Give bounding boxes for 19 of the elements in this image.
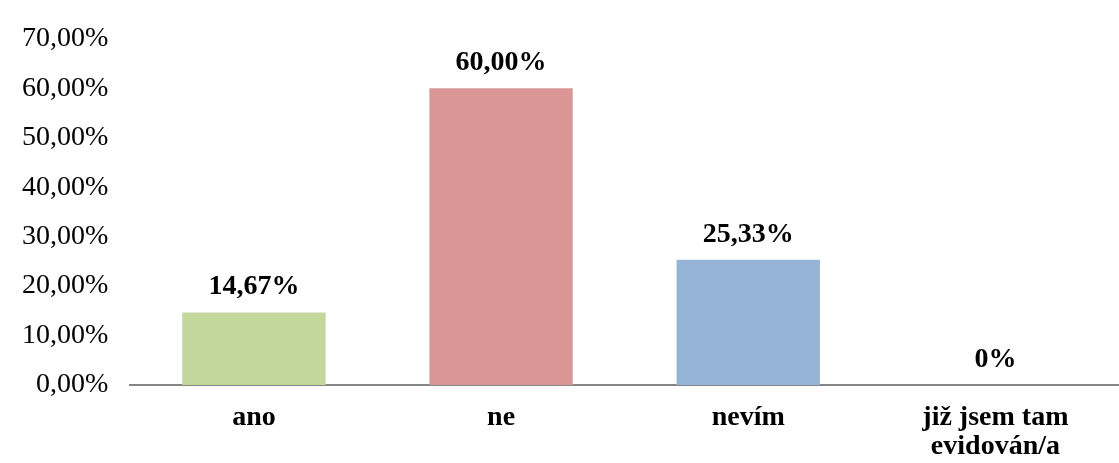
y-tick-label: 0,00% bbox=[36, 367, 109, 399]
y-tick-label: 50,00% bbox=[22, 120, 109, 152]
bar bbox=[676, 259, 820, 385]
y-tick-label: 20,00% bbox=[22, 268, 109, 300]
bar bbox=[182, 312, 326, 385]
x-tick-label: již jsem tam evidován/a bbox=[921, 399, 1069, 461]
x-tick-label: ne bbox=[487, 399, 516, 431]
y-tick-label: 30,00% bbox=[22, 218, 109, 250]
x-tick-label: ano bbox=[232, 399, 276, 431]
data-label: 0% bbox=[974, 342, 1017, 373]
y-tick-label: 40,00% bbox=[22, 169, 109, 201]
x-tick-label: nevím bbox=[711, 399, 785, 431]
y-tick-label: 10,00% bbox=[22, 317, 109, 349]
data-label: 60,00% bbox=[455, 45, 547, 77]
y-tick-label: 60,00% bbox=[22, 70, 109, 102]
data-label: 25,33% bbox=[702, 216, 794, 248]
data-label: 14,67% bbox=[208, 269, 300, 301]
y-tick-label: 70,00% bbox=[22, 21, 109, 53]
bar bbox=[429, 88, 573, 385]
